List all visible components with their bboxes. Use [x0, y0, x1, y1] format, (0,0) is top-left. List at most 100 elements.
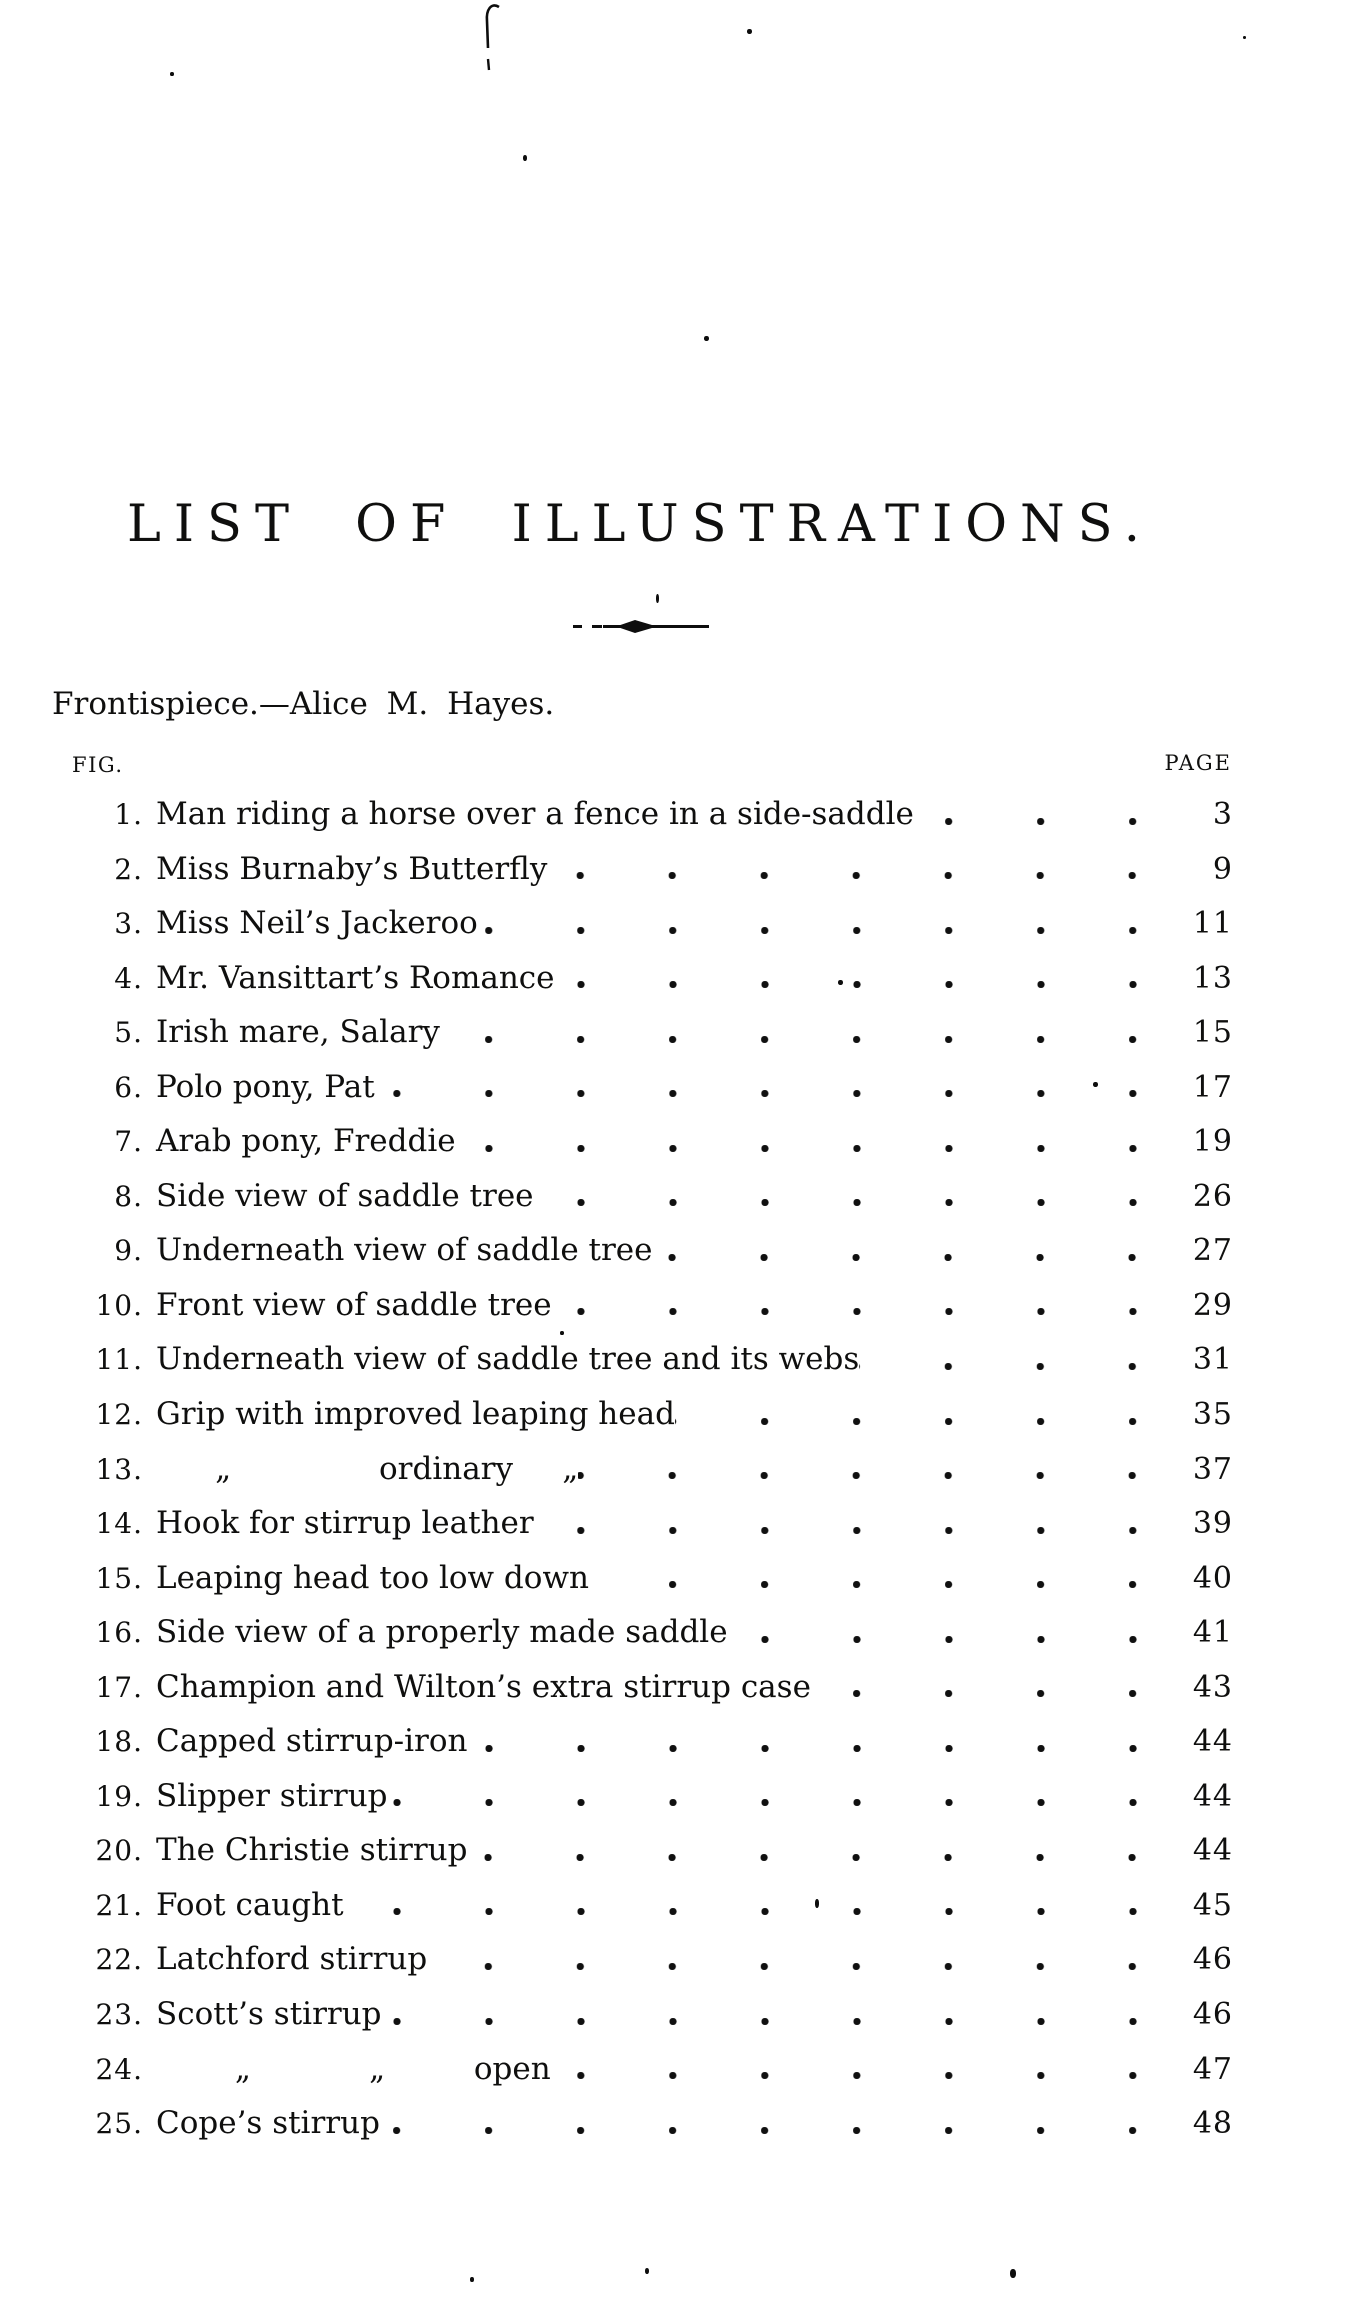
dot-leader — [859, 1341, 1137, 1388]
illustration-caption: The Christie stirrup — [156, 1832, 468, 1869]
scan-speck — [170, 72, 174, 76]
dot-leader — [547, 850, 1137, 897]
dot-leader — [467, 1723, 1137, 1769]
illustration-caption: Mr. Vansittart’s Romance — [156, 959, 555, 996]
list-row: 15. Leaping head too low down 40 — [55, 1551, 1233, 1606]
page-number: 13 — [1192, 960, 1233, 996]
illustration-caption: Polo pony, Pat — [156, 1068, 375, 1105]
list-row: 25. Cope’s stirrup 48 — [55, 2096, 1233, 2151]
list-row: 9. Underneath view of saddle tree 27 — [55, 1223, 1233, 1278]
fig-number: 21. — [95, 1888, 143, 1922]
list-row: 16. Side view of a properly made saddle … — [55, 1605, 1233, 1660]
scan-speck — [656, 594, 659, 603]
list-row: 10. Front view of saddle tree 29 — [55, 1278, 1233, 1333]
fig-number: 1. — [114, 798, 143, 831]
fig-number: 17. — [95, 1670, 143, 1704]
list-row: 23. Scott’s stirrup 46 — [55, 1987, 1233, 2042]
illustration-caption: Man riding a horse over a fence in a sid… — [156, 796, 914, 832]
list-row: 19. Slipper stirrup 44 — [55, 1769, 1233, 1824]
dot-leader — [588, 1559, 1137, 1606]
dot-leader — [427, 1941, 1137, 1988]
illustration-caption: Champion and Wilton’s extra stirrup case — [156, 1668, 811, 1705]
list-row: 11. Underneath view of saddle tree and i… — [55, 1332, 1233, 1388]
page-column-header: PAGE — [1164, 751, 1232, 775]
illustration-caption: Irish mare, Salary — [156, 1014, 440, 1051]
page-number: 39 — [1192, 1506, 1233, 1542]
list-row: 6. Polo pony, Pat 17 — [55, 1060, 1233, 1115]
page-number: 3 — [1212, 797, 1233, 832]
fig-number: 12. — [95, 1398, 143, 1432]
illustrations-list: 1. Man riding a horse over a fence in a … — [55, 787, 1233, 2151]
dot-leader — [727, 1614, 1137, 1660]
fig-number: 14. — [95, 1507, 143, 1541]
illustration-caption: „ „ open — [156, 2050, 551, 2087]
page-number: 47 — [1192, 2051, 1233, 2087]
scan-speck — [1093, 1082, 1098, 1087]
fig-number: 20. — [95, 1834, 143, 1868]
dot-leader — [343, 1886, 1137, 1933]
scan-speck — [747, 29, 752, 34]
fig-number: 16. — [95, 1616, 143, 1650]
page-number: 44 — [1192, 1778, 1233, 1814]
ornament-divider — [573, 620, 709, 633]
fig-number: 18. — [95, 1725, 143, 1759]
scan-speck — [815, 1899, 819, 1908]
list-row: 12. Grip with improved leaping head 35 — [55, 1387, 1233, 1442]
illustration-caption: Front view of saddle tree — [156, 1286, 552, 1323]
page-number: 26 — [1192, 1178, 1233, 1214]
dot-leader — [550, 2050, 1137, 2097]
fig-number: 8. — [114, 1179, 143, 1213]
scan-speck — [560, 1331, 564, 1335]
list-row: 24. „ „ open 47 — [55, 2042, 1233, 2097]
list-row: 5. Irish mare, Salary 15 — [55, 1005, 1233, 1060]
fig-number: 10. — [95, 1288, 143, 1322]
list-row: 3. Miss Neil’s Jackeroo 11 — [55, 896, 1233, 951]
list-row: 7. Arab pony, Freddie 19 — [55, 1114, 1233, 1169]
list-row: 20. The Christie stirrup 44 — [55, 1823, 1233, 1878]
scan-speck — [704, 336, 709, 341]
fig-number: 25. — [95, 2107, 143, 2141]
scan-speck — [1243, 36, 1246, 39]
frontispiece-line: Frontispiece.—Alice M. Hayes. — [52, 686, 555, 722]
scan-speck — [470, 2277, 474, 2282]
dot-leader — [913, 796, 1137, 842]
fig-number: 6. — [114, 1070, 143, 1104]
page-number: 46 — [1192, 1997, 1233, 2033]
fig-number: 11. — [95, 1343, 143, 1377]
illustration-caption: Slipper stirrup — [156, 1777, 388, 1814]
page-number: 27 — [1192, 1233, 1233, 1269]
illustration-caption: Capped stirrup-iron — [156, 1723, 468, 1760]
page-number: 35 — [1192, 1397, 1233, 1433]
page-number: 19 — [1192, 1124, 1233, 1160]
list-row: 14. Hook for stirrup leather 39 — [55, 1496, 1233, 1551]
illustration-caption: Underneath view of saddle tree — [156, 1232, 653, 1269]
page-number: 41 — [1192, 1615, 1233, 1651]
dot-leader — [551, 1286, 1137, 1333]
fig-number: 24. — [95, 2052, 143, 2086]
illustration-caption: Arab pony, Freddie — [156, 1123, 456, 1160]
dot-leader — [467, 1832, 1137, 1878]
illustration-caption: Foot caught — [156, 1886, 344, 1923]
dot-leader — [374, 1068, 1137, 1115]
fig-number: 2. — [114, 852, 143, 886]
list-row: 17. Champion and Wilton’s extra stirrup … — [55, 1660, 1233, 1715]
dot-leader — [455, 1123, 1137, 1169]
dot-leader — [379, 2105, 1137, 2151]
page-number: 37 — [1192, 1451, 1233, 1487]
fig-number: 13. — [95, 1452, 143, 1486]
page-number: 40 — [1192, 1560, 1233, 1596]
list-row: 2. Miss Burnaby’s Butterfly 9 — [55, 842, 1233, 897]
page-number: 43 — [1192, 1669, 1233, 1705]
list-row: 4. Mr. Vansittart’s Romance 13 — [55, 951, 1233, 1006]
list-row: 21. Foot caught 45 — [55, 1878, 1233, 1933]
list-row: 22. Latchford stirrup 46 — [55, 1932, 1233, 1988]
illustration-caption: Scott’s stirrup — [156, 1996, 382, 2033]
page-title: LIST OF ILLUSTRATIONS. — [127, 495, 1153, 554]
illustration-caption: Miss Neil’s Jackeroo — [156, 905, 478, 942]
page-number: 15 — [1192, 1015, 1233, 1051]
page-number: 9 — [1212, 851, 1233, 887]
dot-leader — [810, 1668, 1137, 1715]
dot-leader — [439, 1014, 1137, 1060]
fig-number: 15. — [95, 1561, 143, 1595]
